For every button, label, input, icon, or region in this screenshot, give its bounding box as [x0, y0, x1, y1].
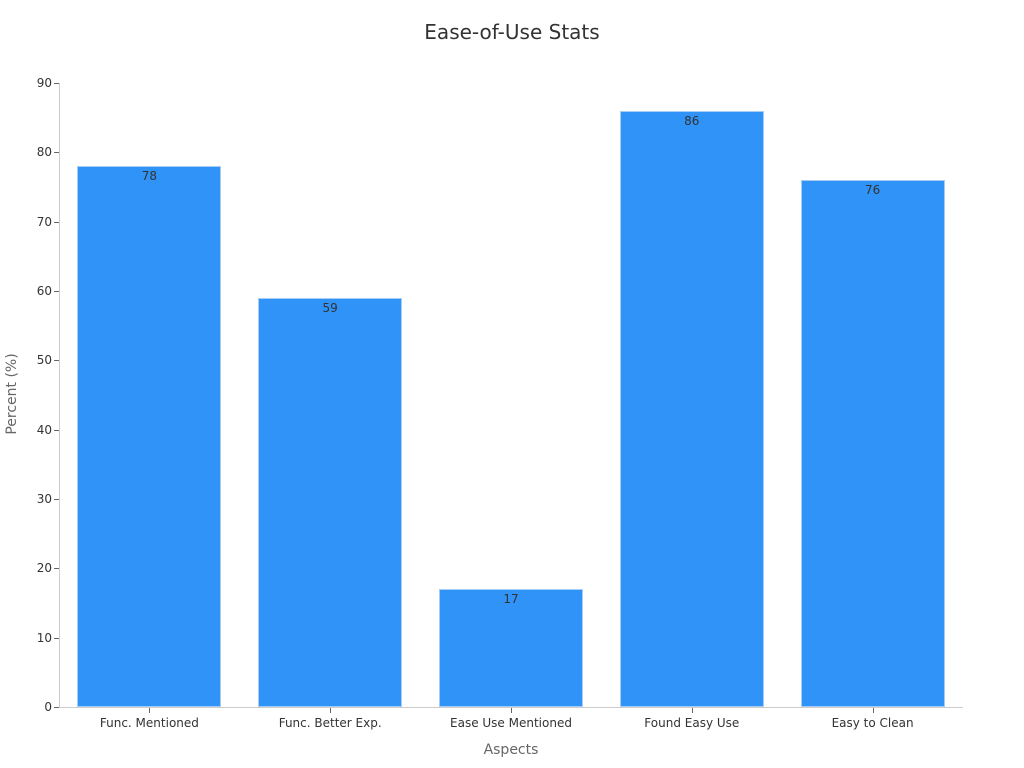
y-tick-label: 30 — [36, 492, 52, 506]
y-tick-label: 60 — [36, 284, 52, 298]
y-tick-label: 80 — [36, 145, 52, 160]
y-tick — [54, 360, 59, 362]
bar[interactable] — [258, 297, 403, 707]
y-tick — [54, 83, 59, 84]
y-tick — [54, 429, 59, 431]
chart-title: Ease-of-Use Stats — [424, 20, 600, 44]
x-tick-label: Easy to Clean — [831, 716, 914, 730]
y-tick-label: 50 — [36, 353, 52, 368]
y-tick — [54, 291, 59, 292]
y-tick — [54, 499, 59, 500]
y-axis-label: Percent (%) — [4, 353, 20, 435]
bar-value-label: 78 — [141, 169, 158, 184]
bar-value-label: 86 — [684, 113, 700, 128]
y-tick-label: 70 — [36, 214, 52, 229]
bar[interactable] — [800, 180, 945, 707]
y-tick — [54, 707, 59, 708]
x-tick-label: Found Easy Use — [644, 716, 740, 730]
bar-value-label: 59 — [322, 300, 338, 315]
x-tick — [149, 708, 151, 713]
y-tick — [54, 637, 59, 639]
x-tick-label: Func. Better Exp. — [278, 716, 382, 730]
y-tick-label: 40 — [36, 422, 52, 437]
bar[interactable] — [439, 589, 583, 707]
bar[interactable] — [619, 110, 764, 707]
x-tick-label: Ease Use Mentioned — [450, 716, 572, 730]
y-tick — [54, 221, 59, 223]
x-tick-label: Func. Mentioned — [99, 716, 199, 730]
y-tick-label: 90 — [36, 76, 52, 90]
x-tick — [511, 708, 512, 713]
y-axis-line — [59, 83, 60, 708]
y-tick — [54, 152, 59, 154]
x-axis-label: Aspects — [483, 742, 539, 758]
y-tick-label: 10 — [36, 630, 52, 645]
x-tick — [691, 708, 693, 713]
y-tick-label: 20 — [36, 561, 52, 576]
bar[interactable] — [77, 166, 222, 707]
x-tick — [330, 708, 332, 713]
bar-value-label: 76 — [864, 183, 881, 198]
x-tick — [872, 708, 874, 713]
bar-value-label: 17 — [503, 592, 519, 607]
y-tick-label: 0 — [44, 700, 52, 714]
x-axis-line — [59, 707, 963, 708]
y-tick — [54, 568, 59, 570]
